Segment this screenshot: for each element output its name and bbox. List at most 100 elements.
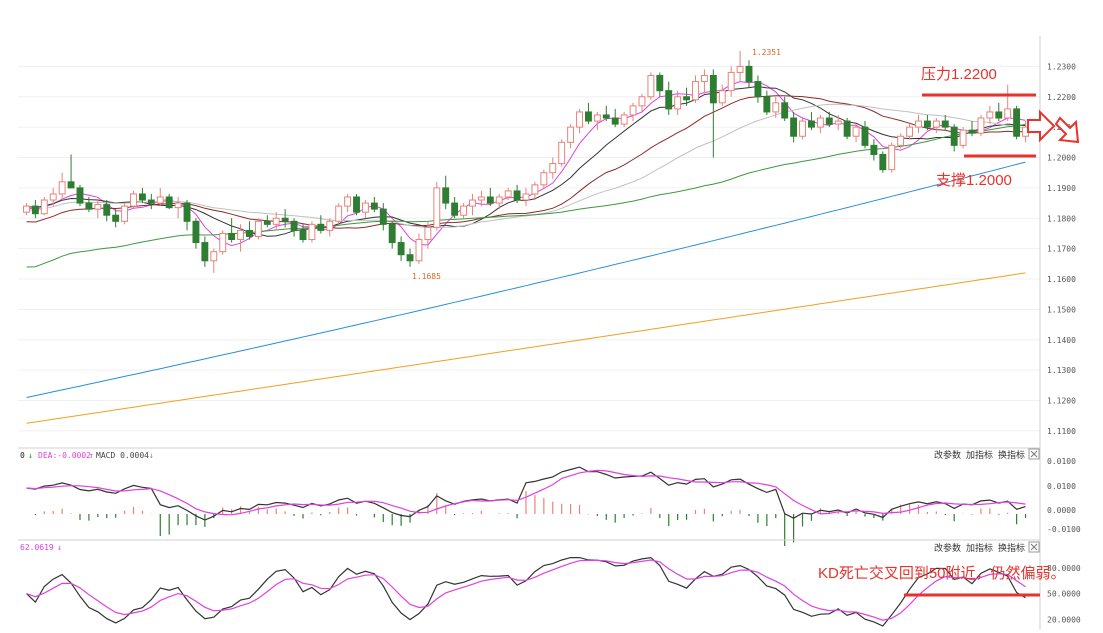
candlestick: [379, 203, 387, 231]
kd-toolbar-button[interactable]: 加指标: [966, 542, 993, 554]
candlestick: [629, 102, 637, 122]
candlestick: [790, 111, 798, 143]
candlestick: [433, 181, 441, 231]
candlestick: [254, 218, 262, 240]
forecast-arrows-icon: [1027, 109, 1080, 144]
candlestick: [31, 200, 39, 219]
candlestick: [263, 215, 271, 228]
price-tick-label: 1.2000: [1047, 154, 1076, 163]
candlestick: [638, 93, 646, 112]
candlestick: [138, 187, 146, 204]
candlestick: [469, 193, 476, 216]
candlestick: [906, 124, 914, 140]
candlestick: [130, 190, 137, 210]
close-icon[interactable]: [1028, 541, 1040, 553]
candlestick: [388, 221, 396, 249]
candlestick: [915, 114, 922, 134]
candlestick: [103, 200, 111, 222]
candlestick: [1004, 84, 1012, 122]
moving-average-line: [26, 95, 1026, 229]
macd-axis: 0.0100 0.0100 0.0000 -0.0100: [1047, 457, 1081, 534]
candlestick: [460, 203, 468, 219]
moving-average-line: [26, 81, 1026, 247]
resistance-label: 压力1.2200: [921, 66, 997, 83]
price-tick-label: 1.1400: [1047, 336, 1076, 345]
candlestick: [522, 187, 530, 207]
candlestick: [281, 209, 289, 228]
macd-dif-line: [26, 466, 1026, 521]
candlestick: [317, 215, 325, 234]
macd-dea-line: [26, 469, 1026, 516]
price-tick-label: 1.1600: [1047, 275, 1076, 284]
candlestick: [647, 72, 655, 100]
candlestick: [968, 121, 976, 137]
candlestick: [665, 81, 673, 115]
candlestick: [700, 69, 708, 94]
candlestick: [94, 200, 102, 219]
candlestick: [192, 218, 200, 249]
candlestick: [781, 96, 789, 122]
price-tick-label: 1.1700: [1047, 245, 1076, 254]
candlestick: [567, 124, 575, 149]
candlestick: [406, 248, 414, 267]
grid-lines: [18, 65, 1040, 432]
candlestick: [763, 90, 771, 115]
price-tick-label: 1.1500: [1047, 305, 1076, 314]
candlestick: [23, 203, 30, 216]
candlestick: [326, 218, 334, 237]
moving-average-line: [26, 103, 1026, 229]
price-tick-label: 1.1100: [1047, 427, 1076, 436]
candlestick: [950, 124, 958, 152]
candlestick: [977, 114, 985, 137]
candlestick: [147, 193, 155, 210]
macd-dea-value: DEA:-0.0002: [38, 451, 91, 460]
kd-down-icon: ↓: [57, 543, 62, 552]
moving-average-lines: [26, 81, 1026, 424]
price-tick-label: 1.1900: [1047, 184, 1076, 193]
kd-panel: 62.0619 ↓ 80.0000 50.0000 20.0000 KD死亡交叉回到…: [18, 539, 1081, 627]
kd-toolbar-button[interactable]: 改参数: [934, 542, 961, 554]
macd-lines: [26, 466, 1026, 521]
candlestick: [692, 75, 699, 103]
candlestick: [486, 187, 494, 207]
macd-up-icon: ↑: [89, 451, 94, 460]
candlestick: [834, 114, 842, 131]
close-icon[interactable]: [1028, 448, 1040, 460]
kd-tick-label: 80.0000: [1047, 564, 1081, 573]
candlestick: [49, 187, 57, 207]
macd-toolbar-button[interactable]: 加指标: [966, 449, 993, 461]
candlestick: [201, 236, 209, 267]
kd-tick-label: 50.0000: [1047, 590, 1081, 599]
macd-tick-label: -0.0100: [1047, 525, 1081, 534]
candlestick: [495, 193, 503, 210]
price-tick-label: 1.1800: [1047, 214, 1076, 223]
macd-toolbar-button[interactable]: 改参数: [934, 449, 961, 461]
candlestick: [335, 203, 343, 225]
price-tick-label: 1.2300: [1047, 62, 1076, 71]
candlestick: [995, 102, 1003, 122]
candlestick: [870, 139, 878, 161]
candlestick: [584, 102, 592, 125]
candlestick: [361, 200, 369, 219]
candlestick: [879, 151, 887, 173]
macd-panel: 0 ↓ DEA:-0.0002 ↑ MACD 0.0004 ↓ 0.01000.…: [18, 447, 1081, 547]
moving-average-line: [26, 272, 1026, 424]
macd-prefix: 0: [20, 451, 25, 460]
support-label: 支撑1.2000: [936, 172, 1012, 189]
candlestick: [1013, 105, 1021, 140]
candlestick: [959, 127, 967, 149]
high-price-label: 1.2351: [752, 48, 781, 57]
price-tick-label: 1.2200: [1047, 93, 1076, 102]
support-annotation: 支撑1.2000: [936, 154, 1036, 189]
candlestick: [888, 142, 896, 173]
macd-toolbar-button[interactable]: 换指标: [998, 449, 1025, 461]
candlestick: [736, 50, 744, 82]
macd-tick-label: 0.0000: [1047, 506, 1076, 515]
candlestick: [540, 169, 548, 188]
candlestick: [799, 118, 806, 140]
candlestick: [344, 193, 352, 213]
candlestick: [549, 157, 557, 179]
candlestick: [941, 114, 949, 131]
kd-toolbar-button[interactable]: 换指标: [998, 542, 1025, 554]
candlestick: [112, 209, 120, 228]
